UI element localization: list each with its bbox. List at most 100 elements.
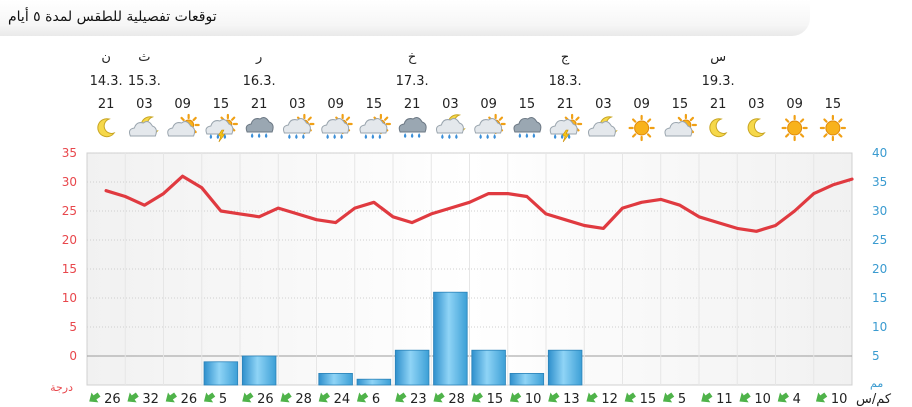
- wind-cell: 10: [509, 392, 542, 407]
- precip-tick: 35: [872, 175, 887, 189]
- precip-tick: 40: [872, 146, 887, 160]
- title-bar: توقعات تفصيلية للطقس لمدة ٥ أيام: [0, 0, 810, 36]
- hour-label: 09: [633, 97, 650, 112]
- thunder-cloud-icon: [549, 113, 583, 143]
- precip-bar: [241, 355, 277, 386]
- wind-speed: 15: [640, 392, 657, 407]
- moon-cloud-icon: [129, 116, 159, 137]
- wind-speed: 28: [295, 392, 312, 407]
- precip-bar: [318, 372, 353, 386]
- wind-speed: 26: [104, 392, 121, 407]
- wind-arrow-icon: [242, 392, 254, 403]
- hour-label: 21: [251, 97, 268, 112]
- wind-arrow-icon: [471, 392, 483, 403]
- precip-bar: [471, 349, 506, 386]
- wind-speed: 24: [334, 392, 351, 407]
- wind-speed: 10: [525, 392, 542, 407]
- sun-rain-cloud-icon: [283, 113, 315, 139]
- wind-speed: 4: [793, 392, 801, 407]
- hour-label: 15: [366, 97, 383, 112]
- sun-icon: [628, 114, 655, 142]
- precip-tick: 15: [872, 291, 887, 305]
- temperature-tick: 25: [62, 204, 77, 218]
- hour-label: 21: [98, 97, 115, 112]
- day-label: ث: [138, 50, 150, 65]
- wind-arrow-icon: [701, 392, 713, 403]
- date-label: 15.3.: [128, 74, 161, 89]
- sun-cloud-icon: [664, 113, 697, 137]
- wind-cell: 10: [815, 392, 848, 407]
- temperature-tick: 5: [69, 320, 77, 334]
- hour-label: 15: [519, 97, 536, 112]
- wind-speed: 26: [181, 392, 198, 407]
- wind-arrow-icon: [624, 392, 636, 403]
- wind-arrow-icon: [815, 392, 828, 403]
- wind-cell: 12: [586, 392, 618, 407]
- moon-cloud-icon: [588, 116, 618, 137]
- wind-cell: 5: [203, 392, 227, 407]
- precip-tick: 10: [872, 320, 887, 334]
- wind-speed: 6: [372, 392, 380, 407]
- wind-arrow-icon: [356, 392, 369, 403]
- precip-tick: 30: [872, 204, 887, 218]
- temperature-tick: 10: [62, 291, 77, 305]
- wind-arrow-icon: [127, 392, 139, 403]
- hour-label: 21: [404, 97, 421, 112]
- wind-speed: 28: [448, 392, 465, 407]
- hour-label: 03: [442, 97, 459, 112]
- moon-icon: [97, 118, 116, 138]
- wind-cell: 26: [165, 392, 198, 407]
- wind-speed: 10: [754, 392, 771, 407]
- wind-speed: 23: [410, 392, 427, 407]
- wind-arrow-icon: [165, 392, 177, 403]
- wind-arrow-icon: [662, 392, 675, 403]
- wind-arrow-icon: [586, 392, 598, 403]
- temperature-tick: 20: [62, 233, 77, 247]
- hour-label: 03: [136, 97, 153, 112]
- temperature-tick: 30: [62, 175, 77, 189]
- wind-speed: 10: [831, 392, 848, 407]
- wind-speed: 15: [487, 392, 504, 407]
- hour-label: 15: [672, 97, 689, 112]
- day-label: خ: [408, 50, 417, 65]
- hour-label: 09: [174, 97, 191, 112]
- precip-unit: مم: [870, 377, 883, 390]
- wind-cell: 28: [433, 392, 465, 407]
- date-label: 16.3.: [243, 74, 276, 89]
- plot-area: [86, 152, 854, 386]
- precip-bar: [203, 361, 239, 386]
- wind-arrow-icon: [433, 392, 445, 403]
- hour-label: 21: [710, 97, 727, 112]
- temperature-tick: 0: [69, 349, 77, 363]
- date-label: 17.3.: [396, 74, 429, 89]
- hour-label: 03: [748, 97, 765, 112]
- wind-speed: 12: [601, 392, 618, 407]
- temperature-line: [104, 174, 854, 233]
- wind-arrow-icon: [318, 392, 330, 403]
- wind-row: 26 32 26 5 26 28 24 6 23 28 15 10 13 12 15 5 11 10 4 10 كم/س: [89, 392, 892, 407]
- axes: 35 30 25 20 15 10 5 0 درجة 40 35 30 25 20 15 10 5 مم: [50, 146, 887, 394]
- wind-cell: 32: [127, 392, 159, 407]
- wind-cell: 11: [701, 392, 733, 407]
- moon-icon: [709, 118, 728, 138]
- wind-cell: 5: [662, 392, 686, 407]
- wind-cell: 24: [318, 392, 351, 407]
- wind-arrow-icon: [280, 392, 292, 403]
- time-header: ن 14.3. 21 ث 15.3. 03 09 15 ر 16.3. 21 03 09 15 خ 17.3.…: [90, 50, 842, 112]
- wind-cell: 26: [89, 392, 121, 407]
- wind-speed: 5: [678, 392, 686, 407]
- temperature-unit: درجة: [50, 381, 73, 394]
- wind-cell: 15: [624, 392, 657, 407]
- date-label: 18.3.: [549, 74, 582, 89]
- wind-arrow-icon: [509, 392, 522, 403]
- hour-label: 15: [213, 97, 230, 112]
- wind-arrow-icon: [89, 392, 101, 403]
- sun-icon: [781, 114, 808, 142]
- day-label: ن: [101, 50, 111, 65]
- wind-cell: 15: [471, 392, 504, 407]
- wind-speed: 26: [257, 392, 274, 407]
- wind-arrow-icon: [739, 392, 751, 403]
- wind-cell: 6: [356, 392, 380, 407]
- page-title: توقعات تفصيلية للطقس لمدة ٥ أيام: [8, 9, 217, 25]
- hour-label: 03: [595, 97, 612, 112]
